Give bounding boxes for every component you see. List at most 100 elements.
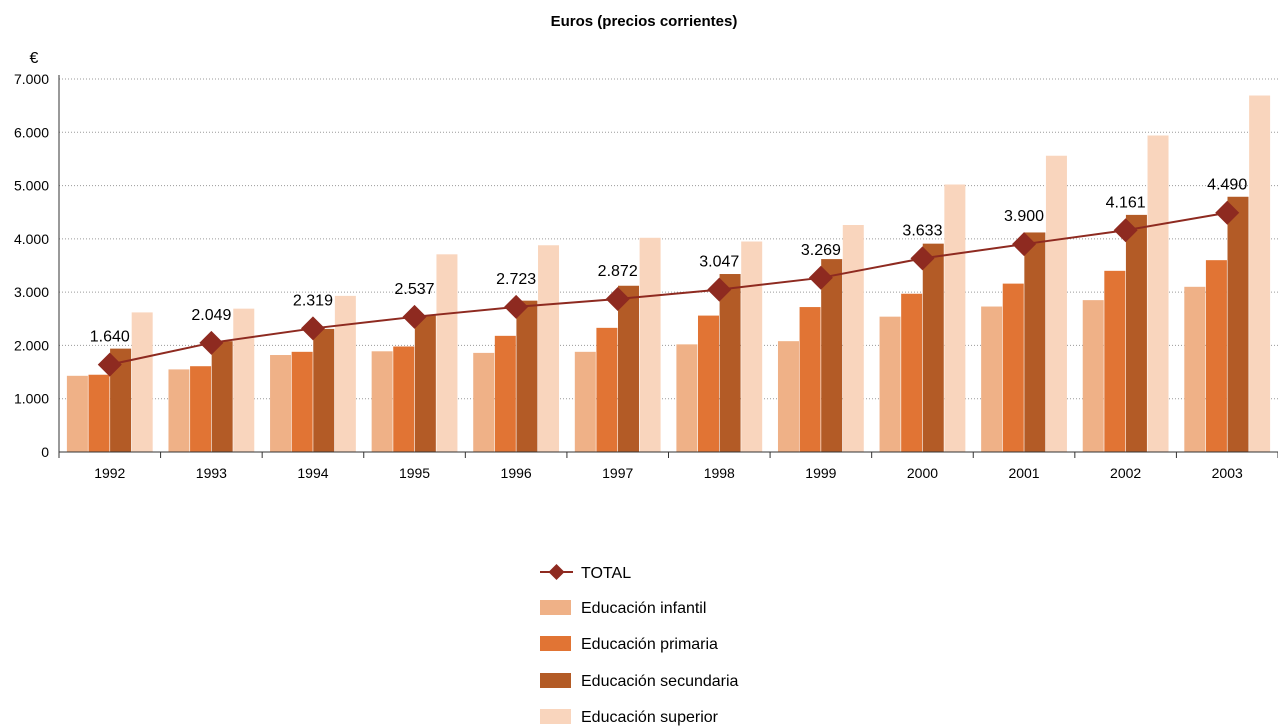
total-line bbox=[109, 211, 1228, 366]
chart-title: Euros (precios corrientes) bbox=[551, 13, 738, 30]
total-point-1993 bbox=[199, 330, 224, 355]
bar-primaria-2000 bbox=[901, 293, 923, 452]
total-data-label: 3.047 bbox=[699, 254, 739, 271]
total-point-1995 bbox=[402, 304, 427, 329]
total-line-series: 1.640 2.049 2.319 2.537 2.723 2.872 3.047 3.269… bbox=[90, 177, 1247, 377]
bar-primaria-1997 bbox=[596, 327, 618, 452]
bar-superior-1996 bbox=[538, 245, 560, 452]
legend: TOTAL Educación infantil Educación primari… bbox=[540, 564, 739, 726]
bar-primaria-2002 bbox=[1104, 270, 1126, 452]
bar-superior-2003 bbox=[1249, 95, 1271, 453]
bar-primaria-1998 bbox=[697, 315, 719, 452]
total-data-label: 2.872 bbox=[598, 263, 638, 280]
total-point-1992 bbox=[97, 352, 122, 377]
bar-secundaria-1992 bbox=[110, 348, 132, 452]
total-point-1994 bbox=[300, 316, 325, 341]
total-point-2002 bbox=[1113, 218, 1138, 243]
x-tick-label: 2000 bbox=[907, 465, 938, 481]
bar-infantil-2001 bbox=[981, 306, 1003, 452]
y-tick-label: 2.000 bbox=[14, 337, 49, 353]
legend-secundaria-swatch bbox=[540, 673, 571, 688]
total-data-label: 2.537 bbox=[395, 281, 435, 298]
total-point-1997 bbox=[605, 286, 630, 311]
x-tick-label: 1996 bbox=[501, 465, 532, 481]
total-data-label: 4.161 bbox=[1106, 194, 1146, 211]
bar-secundaria-1996 bbox=[516, 300, 538, 452]
bar-primaria-1999 bbox=[799, 307, 821, 452]
y-tick-label: 5.000 bbox=[14, 178, 49, 194]
total-data-label: 3.269 bbox=[801, 242, 841, 259]
bar-primaria-1994 bbox=[291, 351, 313, 452]
bar-superior-1994 bbox=[334, 295, 356, 452]
y-tick-label: 1.000 bbox=[14, 391, 49, 407]
bar-primaria-2001 bbox=[1002, 283, 1024, 452]
x-tick-label: 1998 bbox=[704, 465, 735, 481]
total-point-2000 bbox=[910, 246, 935, 271]
bar-secundaria-1993 bbox=[211, 341, 233, 452]
bar-primaria-1993 bbox=[190, 366, 212, 452]
total-point-2001 bbox=[1012, 232, 1037, 257]
bar-secundaria-1995 bbox=[414, 315, 436, 452]
bar-secundaria-1998 bbox=[719, 274, 741, 452]
bar-secundaria-1997 bbox=[618, 285, 640, 452]
legend-superior-swatch bbox=[540, 709, 571, 724]
x-tick-label: 1999 bbox=[805, 465, 836, 481]
bar-secundaria-1994 bbox=[313, 328, 335, 452]
bar-superior-2000 bbox=[944, 184, 966, 452]
gridlines bbox=[59, 78, 1278, 400]
y-tick-label: 4.000 bbox=[14, 231, 49, 247]
x-tick-label: 1994 bbox=[297, 465, 328, 481]
bars bbox=[66, 95, 1271, 453]
bar-secundaria-2000 bbox=[922, 243, 944, 452]
x-tick-label: 1997 bbox=[602, 465, 633, 481]
bar-primaria-2003 bbox=[1205, 260, 1227, 452]
total-point-1999 bbox=[808, 265, 833, 290]
legend-label: Educación primaria bbox=[581, 636, 718, 653]
total-point-2003 bbox=[1215, 200, 1240, 225]
x-tick-label: 1993 bbox=[196, 465, 227, 481]
bar-superior-1993 bbox=[233, 308, 255, 452]
total-data-label: 2.723 bbox=[496, 271, 536, 288]
legend-total-swatch-marker bbox=[548, 564, 565, 580]
x-tick-label: 1995 bbox=[399, 465, 430, 481]
legend-label: Educación infantil bbox=[581, 600, 706, 617]
bar-primaria-1995 bbox=[393, 346, 415, 452]
x-tick-label: 1992 bbox=[94, 465, 125, 481]
total-data-label: 3.633 bbox=[902, 222, 942, 239]
bar-infantil-1998 bbox=[676, 344, 698, 452]
bar-superior-1999 bbox=[842, 225, 864, 452]
bar-primaria-1992 bbox=[88, 374, 110, 452]
bar-superior-1992 bbox=[131, 312, 153, 452]
bar-infantil-1997 bbox=[574, 351, 596, 452]
legend-label: Educación secundaria bbox=[581, 673, 739, 690]
legend-label: Educación superior bbox=[581, 709, 719, 726]
bar-infantil-1999 bbox=[777, 341, 799, 452]
y-tick-label: 0 bbox=[41, 444, 49, 460]
bar-secundaria-2002 bbox=[1125, 214, 1147, 452]
bar-primaria-1996 bbox=[494, 335, 516, 452]
y-axis-ticks: 0 1.000 2.000 3.000 4.000 5.000 6.000 7.000 bbox=[14, 71, 49, 460]
y-axis-unit: € bbox=[30, 50, 39, 67]
x-tick-label: 2003 bbox=[1212, 465, 1243, 481]
bar-infantil-2003 bbox=[1184, 286, 1206, 452]
bar-infantil-1992 bbox=[66, 375, 88, 452]
total-data-label: 2.049 bbox=[191, 307, 231, 324]
bar-superior-2002 bbox=[1147, 135, 1169, 453]
y-tick-label: 6.000 bbox=[14, 124, 49, 140]
bar-superior-1998 bbox=[741, 241, 763, 452]
bar-secundaria-2001 bbox=[1024, 232, 1046, 452]
total-point-1996 bbox=[504, 294, 529, 319]
bar-secundaria-2003 bbox=[1227, 196, 1249, 452]
legend-primaria-swatch bbox=[540, 636, 571, 651]
y-tick-label: 7.000 bbox=[14, 71, 49, 87]
bar-infantil-2000 bbox=[879, 316, 901, 452]
total-data-label: 2.319 bbox=[293, 292, 333, 309]
legend-label: TOTAL bbox=[581, 565, 631, 582]
bar-superior-2001 bbox=[1045, 155, 1067, 452]
bar-infantil-1995 bbox=[371, 351, 393, 452]
bar-infantil-1994 bbox=[270, 355, 292, 452]
total-data-label: 1.640 bbox=[90, 329, 130, 346]
bar-infantil-2002 bbox=[1082, 300, 1104, 452]
bar-secundaria-1999 bbox=[821, 259, 843, 452]
